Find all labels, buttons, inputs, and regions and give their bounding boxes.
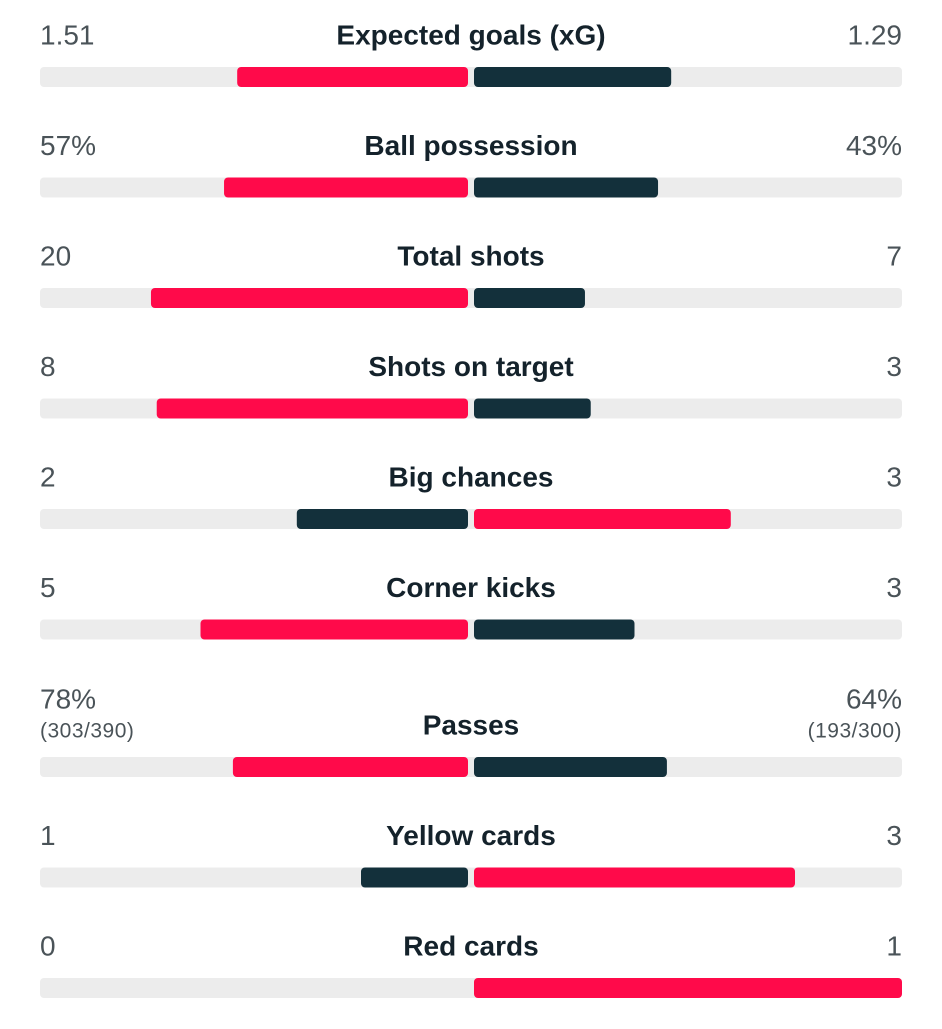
away-bar <box>474 398 591 419</box>
away-value: 7 <box>886 240 902 271</box>
away-bar <box>474 619 635 640</box>
stat-label: Passes <box>423 709 520 740</box>
stat-label: Yellow cards <box>386 820 556 851</box>
away-bar <box>474 288 585 308</box>
away-value: 43% <box>846 130 902 161</box>
away-value: 1 <box>886 930 902 961</box>
away-bar <box>474 67 672 87</box>
track <box>40 619 902 640</box>
home-value: 8 <box>40 351 56 382</box>
home-value: 1 <box>40 820 56 851</box>
away-value: 3 <box>886 820 902 851</box>
stat-label: Expected goals (xG) <box>336 19 605 50</box>
home-value: 0 <box>40 930 56 961</box>
stat-label: Total shots <box>397 240 544 271</box>
stat-label: Shots on target <box>368 351 573 382</box>
home-detail: (303/390) <box>40 720 134 743</box>
away-bar <box>474 509 731 529</box>
stat-label: Ball possession <box>364 130 577 161</box>
home-value: 1.51 <box>40 19 95 50</box>
away-value: 64% <box>846 683 902 714</box>
away-value: 3 <box>886 351 902 382</box>
track <box>40 177 902 198</box>
away-value: 3 <box>886 572 902 603</box>
home-bar <box>224 177 468 198</box>
away-bar <box>474 867 795 888</box>
home-value: 2 <box>40 461 56 492</box>
track <box>40 67 902 87</box>
home-bar <box>200 619 468 640</box>
stat-label: Corner kicks <box>386 572 556 603</box>
track <box>40 509 902 529</box>
away-bar <box>474 978 902 998</box>
away-bar <box>474 757 667 777</box>
stat-label: Red cards <box>403 930 538 961</box>
away-detail: (193/300) <box>808 720 902 743</box>
home-bar <box>232 757 468 777</box>
home-bar <box>156 398 468 419</box>
home-bar <box>296 509 468 529</box>
away-value: 1.29 <box>848 19 903 50</box>
track <box>40 757 902 777</box>
home-bar <box>150 288 469 308</box>
home-value: 20 <box>40 240 71 271</box>
home-bar <box>361 867 468 888</box>
home-value: 57% <box>40 130 96 161</box>
home-value: 78% <box>40 683 96 714</box>
home-value: 5 <box>40 572 56 603</box>
away-value: 3 <box>886 461 902 492</box>
home-bar <box>237 67 468 87</box>
stat-label: Big chances <box>389 461 554 492</box>
away-bar <box>474 177 659 198</box>
